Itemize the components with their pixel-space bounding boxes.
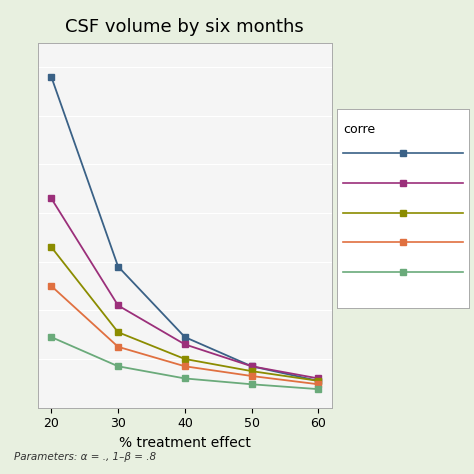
X-axis label: % treatment effect: % treatment effect (119, 436, 251, 450)
Text: Parameters: α = ., 1–β = .8: Parameters: α = ., 1–β = .8 (14, 452, 156, 462)
Title: CSF volume by six months: CSF volume by six months (65, 18, 304, 36)
Text: corre: corre (343, 123, 375, 136)
